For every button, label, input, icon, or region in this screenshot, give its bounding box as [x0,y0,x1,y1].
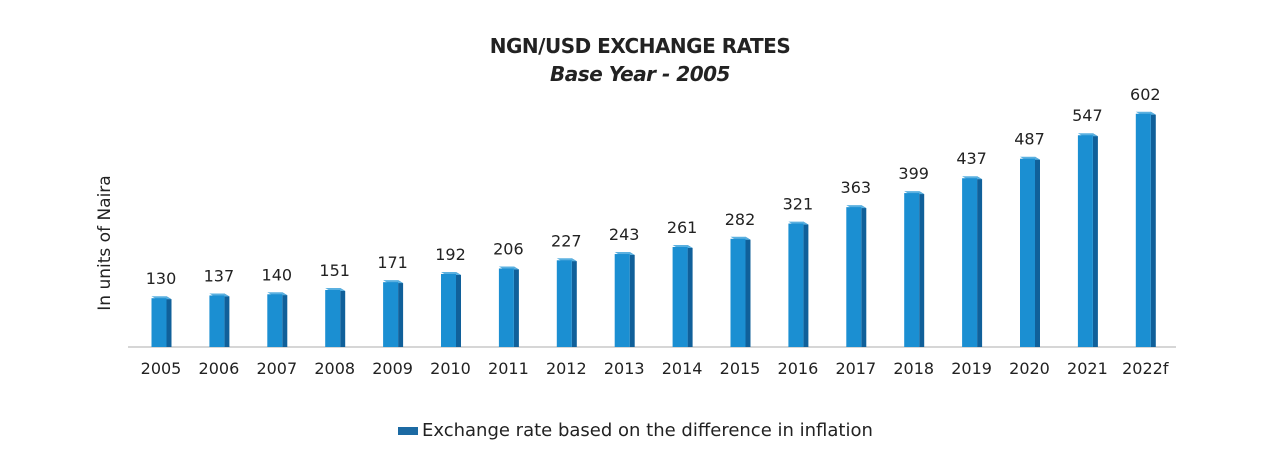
bar-side [803,221,809,347]
bar-side [282,292,288,347]
data-label: 140 [262,265,293,284]
bar-front [846,207,862,347]
bar [556,258,577,347]
bar-side [456,271,461,347]
bar [267,292,288,347]
bar-side [687,245,693,347]
x-tick-label: 2008 [314,359,355,378]
bar-front [267,294,283,347]
bar-side [1092,133,1098,347]
data-label: 437 [956,149,987,168]
bar-side [745,236,751,347]
bar-front [1077,135,1093,347]
x-tick-label: 2013 [604,359,645,378]
data-label: 243 [609,225,640,244]
bar-front [209,295,225,347]
bar-side [977,176,983,347]
x-tick-label: 2017 [835,359,876,378]
bar-side [919,191,925,347]
data-label: 206 [493,240,524,259]
bar-front [151,298,167,347]
bar [1077,133,1098,347]
bar-side [629,252,635,347]
bar-side [398,280,404,347]
chart-title: NGN/USD EXCHANGE RATES [489,34,791,58]
data-label: 130 [146,269,177,288]
data-label: 171 [377,253,408,272]
x-tick-label: 2007 [256,359,297,378]
data-label: 151 [319,261,350,280]
bar [614,252,635,347]
bar-front [325,289,341,347]
x-tick-label: 2020 [1009,359,1050,378]
data-label: 227 [551,231,582,250]
x-tick-label: 2014 [662,359,703,378]
bar-front [672,247,688,347]
x-tick-label: 2006 [199,359,240,378]
bar-side [1035,156,1040,347]
chart-subtitle: Base Year - 2005 [550,62,730,86]
data-label: 137 [204,266,235,285]
bar-front [788,223,804,347]
bar [846,205,867,347]
data-label: 547 [1072,106,1103,125]
bar-front [441,273,456,347]
data-label: 261 [667,218,698,237]
x-tick-label: 2012 [546,359,587,378]
data-label: 282 [725,210,756,229]
bar-front [730,238,746,347]
x-tick-label: 2005 [141,359,182,378]
data-label: 487 [1014,130,1045,149]
bar [209,293,230,347]
bar-front [498,268,514,347]
x-tick-label: 2009 [372,359,413,378]
bar [1020,156,1040,347]
bar [788,221,809,347]
bar-side [513,266,519,347]
x-tick-label: 2011 [488,359,529,378]
bar-front [383,282,399,347]
x-tick-label: 2021 [1067,359,1108,378]
bar-front [962,178,978,347]
data-label: 363 [841,178,872,197]
data-label: 321 [783,195,814,214]
bar-front [904,193,920,347]
legend-swatch [398,426,418,435]
bar [672,245,693,347]
bar [441,271,461,347]
bar [383,280,404,347]
bar [1135,111,1156,347]
data-label: 192 [435,245,466,264]
bar-side [224,293,230,347]
bar [904,191,925,347]
bar-side [166,296,172,347]
x-tick-label: 2015 [720,359,761,378]
x-tick-label: 2010 [430,359,471,378]
bar [151,296,172,347]
x-tick-label: 2018 [893,359,934,378]
x-tick-label: 2016 [778,359,819,378]
data-label: 602 [1130,85,1161,104]
bar [325,287,346,347]
bar [730,236,751,347]
bar-side [1150,111,1156,347]
x-tick-label: 2022f [1122,359,1169,378]
bar-front [1020,158,1035,347]
bar-front [1135,113,1151,347]
bar-side [861,205,867,347]
bar-front [556,260,572,347]
bar-side [571,258,577,347]
bar [498,266,519,347]
data-label: 399 [898,164,929,183]
bar [962,176,983,347]
bar-front [614,254,630,347]
bar-side [340,287,346,347]
legend: Exchange rate based on the difference in… [398,420,873,441]
x-tick-label: 2019 [951,359,992,378]
legend-label: Exchange rate based on the difference in… [422,420,873,441]
